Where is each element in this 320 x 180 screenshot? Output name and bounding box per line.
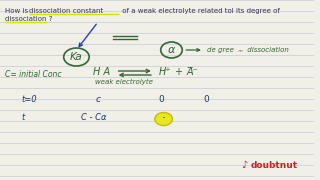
Text: of a weak electrolyte related tol its degree of: of a weak electrolyte related tol its de… — [120, 8, 279, 14]
Text: c: c — [96, 95, 101, 104]
Text: de gree  ₘ  dissociation: de gree ₘ dissociation — [207, 47, 289, 53]
Text: C - Cα: C - Cα — [81, 113, 107, 122]
Text: t=0: t=0 — [21, 95, 37, 104]
Text: α: α — [168, 45, 175, 55]
Text: weak electrolyte: weak electrolyte — [95, 79, 153, 85]
Text: 0: 0 — [204, 95, 210, 104]
Text: H⁺: H⁺ — [159, 67, 171, 77]
Text: ♪: ♪ — [241, 160, 247, 170]
Text: Ka: Ka — [70, 52, 83, 62]
Text: C= initial Conc: C= initial Conc — [5, 70, 61, 79]
Text: ·: · — [162, 112, 166, 125]
Text: How is: How is — [5, 8, 30, 14]
Text: doubtnut: doubtnut — [251, 161, 298, 170]
Text: A̅⁻: A̅⁻ — [186, 67, 198, 77]
Text: dissociation constant: dissociation constant — [29, 8, 104, 14]
Text: +: + — [174, 67, 182, 77]
Text: H A: H A — [93, 67, 110, 77]
Text: 0: 0 — [159, 95, 164, 104]
Text: dissociation ?: dissociation ? — [5, 16, 52, 22]
Ellipse shape — [155, 112, 172, 125]
Text: t: t — [21, 113, 25, 122]
